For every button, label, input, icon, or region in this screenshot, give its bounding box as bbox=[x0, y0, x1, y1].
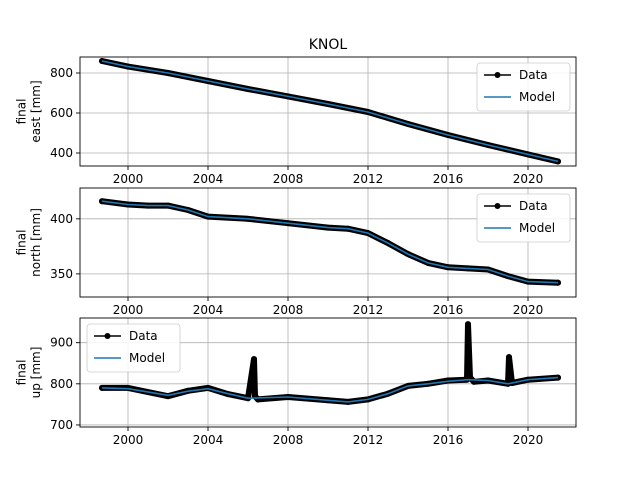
legend: Data Model bbox=[476, 62, 571, 112]
x-tick-label: 2020 bbox=[513, 303, 544, 317]
x-tick-label: 2016 bbox=[433, 433, 464, 447]
legend-data-label: Data bbox=[129, 329, 158, 343]
legend-model-label: Model bbox=[519, 221, 555, 235]
y-tick-label: 400 bbox=[50, 212, 73, 226]
data-point bbox=[165, 393, 171, 400]
legend-data-label: Data bbox=[519, 68, 548, 82]
x-tick-label: 2000 bbox=[113, 172, 144, 186]
y-axis-label-line: up [mm] bbox=[29, 347, 43, 399]
y-axis-label: finaleast [mm] bbox=[15, 80, 43, 142]
x-tick-label: 2012 bbox=[353, 433, 384, 447]
axes-frame bbox=[79, 317, 577, 428]
y-tick-label: 900 bbox=[50, 336, 73, 350]
y-axis-label-line: final bbox=[15, 230, 29, 256]
y-axis-label-line: final bbox=[15, 360, 29, 386]
y-tick-label: 400 bbox=[50, 146, 73, 160]
x-tick-label: 2008 bbox=[273, 303, 304, 317]
x-tick-label: 2012 bbox=[353, 172, 384, 186]
x-tick-label: 2004 bbox=[193, 303, 224, 317]
model-series-line bbox=[101, 60, 559, 163]
legend-data-marker bbox=[494, 203, 501, 209]
y-axis-label-line: east [mm] bbox=[29, 80, 43, 142]
x-tick-label: 2016 bbox=[433, 303, 464, 317]
axes-frame bbox=[79, 187, 577, 298]
legend-model-label: Model bbox=[129, 351, 165, 365]
x-tick-label: 2008 bbox=[273, 172, 304, 186]
y-axis-label: finalup [mm] bbox=[15, 347, 43, 399]
x-tick-label: 2020 bbox=[513, 433, 544, 447]
y-tick-label: 800 bbox=[50, 377, 73, 391]
x-tick-label: 2020 bbox=[513, 172, 544, 186]
legend-model-label: Model bbox=[519, 90, 555, 104]
y-tick-label: 350 bbox=[50, 267, 73, 281]
legend-data-label: Data bbox=[519, 199, 548, 213]
y-axis-label-line: final bbox=[15, 99, 29, 125]
data-point bbox=[251, 356, 257, 363]
x-tick-label: 2004 bbox=[193, 433, 224, 447]
panel-1: 2000 2004 2008 2012 2016 2020 400 600 800 finalea… bbox=[15, 56, 577, 186]
model-series-line bbox=[101, 376, 559, 403]
legend: Data Model bbox=[476, 193, 571, 243]
legend-data-marker bbox=[494, 72, 501, 78]
data-point bbox=[506, 354, 512, 361]
x-tick-label: 2016 bbox=[433, 172, 464, 186]
x-tick-label: 2012 bbox=[353, 303, 384, 317]
data-point bbox=[465, 321, 471, 328]
x-tick-label: 2000 bbox=[113, 303, 144, 317]
x-tick-label: 2004 bbox=[193, 172, 224, 186]
legend-data-marker bbox=[104, 333, 111, 339]
chart-title: KNOL bbox=[309, 37, 348, 53]
y-tick-label: 700 bbox=[50, 418, 73, 432]
x-tick-label: 2008 bbox=[273, 433, 304, 447]
panel-3: 2000 2004 2008 2012 2016 2020 700 800 900 finalup… bbox=[15, 317, 577, 447]
legend: Data Model bbox=[86, 323, 181, 373]
y-axis-label-line: north [mm] bbox=[29, 208, 43, 277]
y-tick-label: 600 bbox=[50, 106, 73, 120]
y-axis-label: finalnorth [mm] bbox=[15, 208, 43, 277]
panel-2: 2000 2004 2008 2012 2016 2020 350 400 finalnorth… bbox=[15, 187, 577, 317]
x-tick-label: 2000 bbox=[113, 433, 144, 447]
y-tick-label: 800 bbox=[50, 66, 73, 80]
axes-frame bbox=[79, 56, 577, 167]
model-series-line bbox=[101, 200, 559, 284]
